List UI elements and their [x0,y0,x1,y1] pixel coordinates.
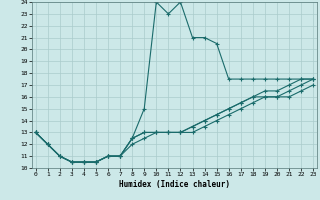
X-axis label: Humidex (Indice chaleur): Humidex (Indice chaleur) [119,180,230,189]
